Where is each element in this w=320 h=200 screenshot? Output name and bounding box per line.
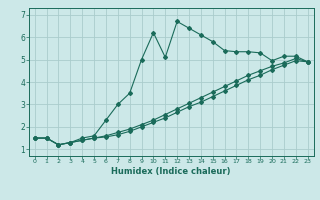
X-axis label: Humidex (Indice chaleur): Humidex (Indice chaleur) (111, 167, 231, 176)
